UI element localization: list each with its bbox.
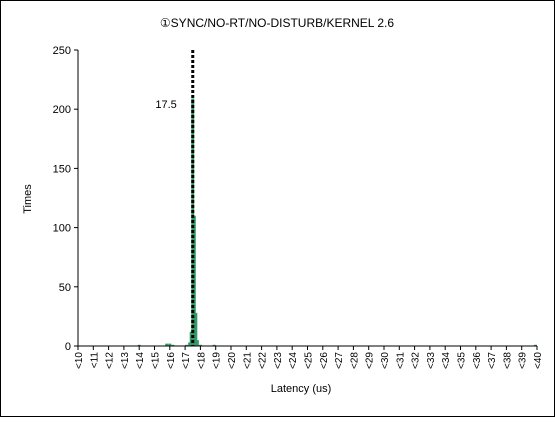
y-tick-label: 50 bbox=[59, 282, 71, 294]
bar bbox=[171, 344, 175, 346]
reference-line-label: 17.5 bbox=[155, 99, 176, 111]
x-tick-label: <40 bbox=[533, 352, 544, 369]
x-tick-label: <18 bbox=[196, 352, 207, 369]
x-tick-label: <29 bbox=[365, 352, 376, 369]
x-tick-label: <11 bbox=[89, 352, 100, 369]
bar bbox=[195, 340, 199, 346]
y-tick-label: 200 bbox=[53, 104, 71, 116]
x-tick-label: <14 bbox=[135, 352, 146, 369]
y-axis-label: Times bbox=[22, 184, 34, 214]
x-tick-label: <34 bbox=[441, 352, 452, 369]
x-tick-label: <27 bbox=[334, 352, 345, 369]
x-tick-label: <13 bbox=[120, 352, 131, 369]
x-tick-label: <35 bbox=[457, 352, 468, 369]
y-tick-label: 100 bbox=[53, 223, 71, 235]
x-tick-label: <38 bbox=[502, 352, 513, 369]
x-tick-label: <10 bbox=[74, 352, 85, 369]
bar bbox=[533, 344, 537, 346]
x-tick-label: <22 bbox=[258, 352, 269, 369]
x-tick-label: <32 bbox=[411, 352, 422, 369]
bar bbox=[198, 344, 202, 346]
x-axis-label: Latency (us) bbox=[271, 383, 332, 395]
x-tick-label: <24 bbox=[288, 352, 299, 369]
y-tick-label: 150 bbox=[53, 163, 71, 175]
x-tick-label: <36 bbox=[472, 352, 483, 369]
y-tick-label: 0 bbox=[65, 341, 71, 353]
x-tick-label: <30 bbox=[380, 352, 391, 369]
x-tick-label: <31 bbox=[395, 352, 406, 369]
x-tick-label: <17 bbox=[181, 352, 192, 369]
x-tick-label: <23 bbox=[273, 352, 284, 369]
x-tick-label: <28 bbox=[349, 352, 360, 369]
x-tick-label: <25 bbox=[304, 352, 315, 369]
bar bbox=[185, 344, 189, 346]
reference-line-group: 17.5 bbox=[155, 50, 195, 346]
bar bbox=[168, 343, 172, 346]
x-tick-label: <15 bbox=[151, 352, 162, 369]
x-tick-label: <19 bbox=[212, 352, 223, 369]
bar bbox=[165, 343, 169, 346]
y-tick-label: 250 bbox=[53, 45, 71, 57]
x-tick-label: <21 bbox=[242, 352, 253, 369]
chart-title: ①SYNC/NO-RT/NO-DISTURB/KERNEL 2.6 bbox=[160, 16, 394, 30]
bar bbox=[137, 344, 141, 346]
bar bbox=[192, 215, 196, 346]
y-axis-ticks: 0 50 100 150 200 250 bbox=[53, 45, 78, 353]
x-tick-label: <16 bbox=[166, 352, 177, 369]
x-axis-ticks: <10 <11 <12 <13 <14 <15 <16 <17 <18 <19 <20 <21 <22 <… bbox=[74, 346, 544, 369]
bar bbox=[188, 342, 192, 346]
x-tick-label: <39 bbox=[518, 352, 529, 369]
x-tick-label: <26 bbox=[319, 352, 330, 369]
bar bbox=[212, 344, 216, 346]
x-tick-label: <37 bbox=[487, 352, 498, 369]
bar bbox=[194, 312, 198, 346]
x-tick-label: <33 bbox=[426, 352, 437, 369]
x-tick-label: <12 bbox=[105, 352, 116, 369]
x-tick-label: <20 bbox=[227, 352, 238, 369]
bar bbox=[189, 331, 193, 346]
